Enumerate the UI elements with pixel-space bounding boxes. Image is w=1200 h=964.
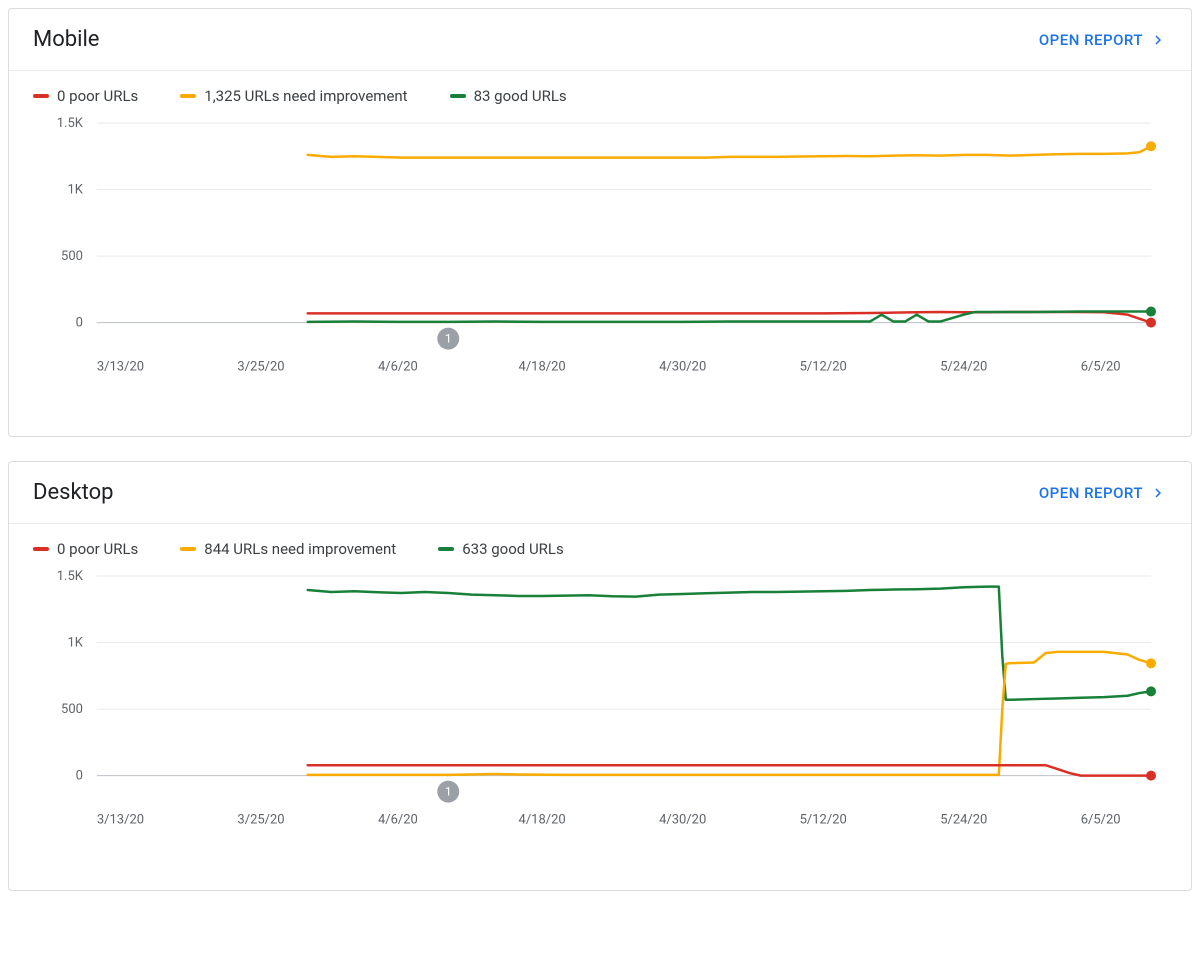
card-title: Mobile xyxy=(33,27,99,52)
chevron-right-icon xyxy=(1149,484,1167,502)
x-tick-label: 3/25/20 xyxy=(237,360,284,375)
annotation-label: 1 xyxy=(445,332,452,346)
x-tick-label: 4/18/20 xyxy=(519,813,566,828)
card-mobile: Mobile OPEN REPORT 0 poor URLs 1,325 URLs… xyxy=(8,8,1192,437)
series-improve-end-dot xyxy=(1146,141,1156,151)
x-tick-label: 5/24/20 xyxy=(940,813,987,828)
open-report-link[interactable]: OPEN REPORT xyxy=(1039,31,1167,49)
legend-swatch xyxy=(438,547,454,551)
legend-item-good[interactable]: 633 good URLs xyxy=(438,540,564,558)
y-tick-label: 1K xyxy=(67,636,83,651)
series-good-end-dot xyxy=(1146,687,1156,697)
y-tick-label: 500 xyxy=(61,249,83,264)
x-tick-label: 5/12/20 xyxy=(800,360,847,375)
x-tick-label: 3/25/20 xyxy=(237,813,284,828)
legend: 0 poor URLs 844 URLs need improvement 633 … xyxy=(9,524,1191,566)
chart-mobile: 0 500 1K 1.5K 1 3/13/20 3/25/20 4/6/20 4/18/20 4/… xyxy=(33,113,1167,412)
series-improve xyxy=(308,652,1151,775)
open-report-label: OPEN REPORT xyxy=(1039,484,1143,502)
x-tick-label: 4/30/20 xyxy=(659,360,706,375)
x-tick-label: 6/5/20 xyxy=(1081,360,1121,375)
chart-desktop: 0 500 1K 1.5K 1 3/13/20 3/25/20 4/6/20 4/18/20 4/… xyxy=(33,566,1167,865)
chevron-right-icon xyxy=(1149,31,1167,49)
legend-swatch xyxy=(33,547,49,551)
y-tick-label: 1.5K xyxy=(57,116,84,131)
series-poor-end-dot xyxy=(1146,318,1156,328)
legend-swatch xyxy=(450,94,466,98)
annotation-label: 1 xyxy=(445,785,452,799)
legend-swatch xyxy=(33,94,49,98)
legend-label: 844 URLs need improvement xyxy=(204,540,396,558)
x-tick-label: 3/13/20 xyxy=(97,360,144,375)
x-tick-label: 5/24/20 xyxy=(940,360,987,375)
x-tick-label: 3/13/20 xyxy=(97,813,144,828)
chart-wrap: 0 500 1K 1.5K 1 3/13/20 3/25/20 4/6/20 4/18/20 4/… xyxy=(9,566,1191,889)
legend-label: 633 good URLs xyxy=(462,540,564,558)
legend-item-improve[interactable]: 1,325 URLs need improvement xyxy=(180,87,407,105)
y-tick-label: 0 xyxy=(76,769,83,784)
series-improve-end-dot xyxy=(1146,659,1156,669)
legend-label: 1,325 URLs need improvement xyxy=(204,87,407,105)
series-poor-end-dot xyxy=(1146,771,1156,781)
open-report-label: OPEN REPORT xyxy=(1039,31,1143,49)
legend-label: 83 good URLs xyxy=(474,87,567,105)
x-tick-label: 5/12/20 xyxy=(800,813,847,828)
card-title: Desktop xyxy=(33,480,114,505)
legend-item-poor[interactable]: 0 poor URLs xyxy=(33,87,138,105)
legend-item-improve[interactable]: 844 URLs need improvement xyxy=(180,540,396,558)
y-tick-label: 1K xyxy=(67,183,83,198)
legend: 0 poor URLs 1,325 URLs need improvement 83… xyxy=(9,71,1191,113)
x-tick-label: 4/30/20 xyxy=(659,813,706,828)
card-header: Mobile OPEN REPORT xyxy=(9,9,1191,71)
x-tick-label: 4/18/20 xyxy=(519,360,566,375)
legend-item-good[interactable]: 83 good URLs xyxy=(450,87,567,105)
x-tick-label: 4/6/20 xyxy=(378,813,418,828)
y-tick-label: 1.5K xyxy=(57,569,84,584)
series-good-end-dot xyxy=(1146,307,1156,317)
legend-item-poor[interactable]: 0 poor URLs xyxy=(33,540,138,558)
series-good xyxy=(308,587,1151,700)
legend-label: 0 poor URLs xyxy=(57,87,138,105)
x-tick-label: 4/6/20 xyxy=(378,360,418,375)
card-header: Desktop OPEN REPORT xyxy=(9,462,1191,524)
legend-label: 0 poor URLs xyxy=(57,540,138,558)
y-tick-label: 0 xyxy=(76,316,83,331)
card-desktop: Desktop OPEN REPORT 0 poor URLs 844 URLs … xyxy=(8,461,1192,890)
y-tick-label: 500 xyxy=(61,703,83,718)
open-report-link[interactable]: OPEN REPORT xyxy=(1039,484,1167,502)
legend-swatch xyxy=(180,94,196,98)
legend-swatch xyxy=(180,547,196,551)
series-improve xyxy=(308,146,1151,157)
x-tick-label: 6/5/20 xyxy=(1081,813,1121,828)
chart-wrap: 0 500 1K 1.5K 1 3/13/20 3/25/20 4/6/20 4/18/20 4/… xyxy=(9,113,1191,436)
